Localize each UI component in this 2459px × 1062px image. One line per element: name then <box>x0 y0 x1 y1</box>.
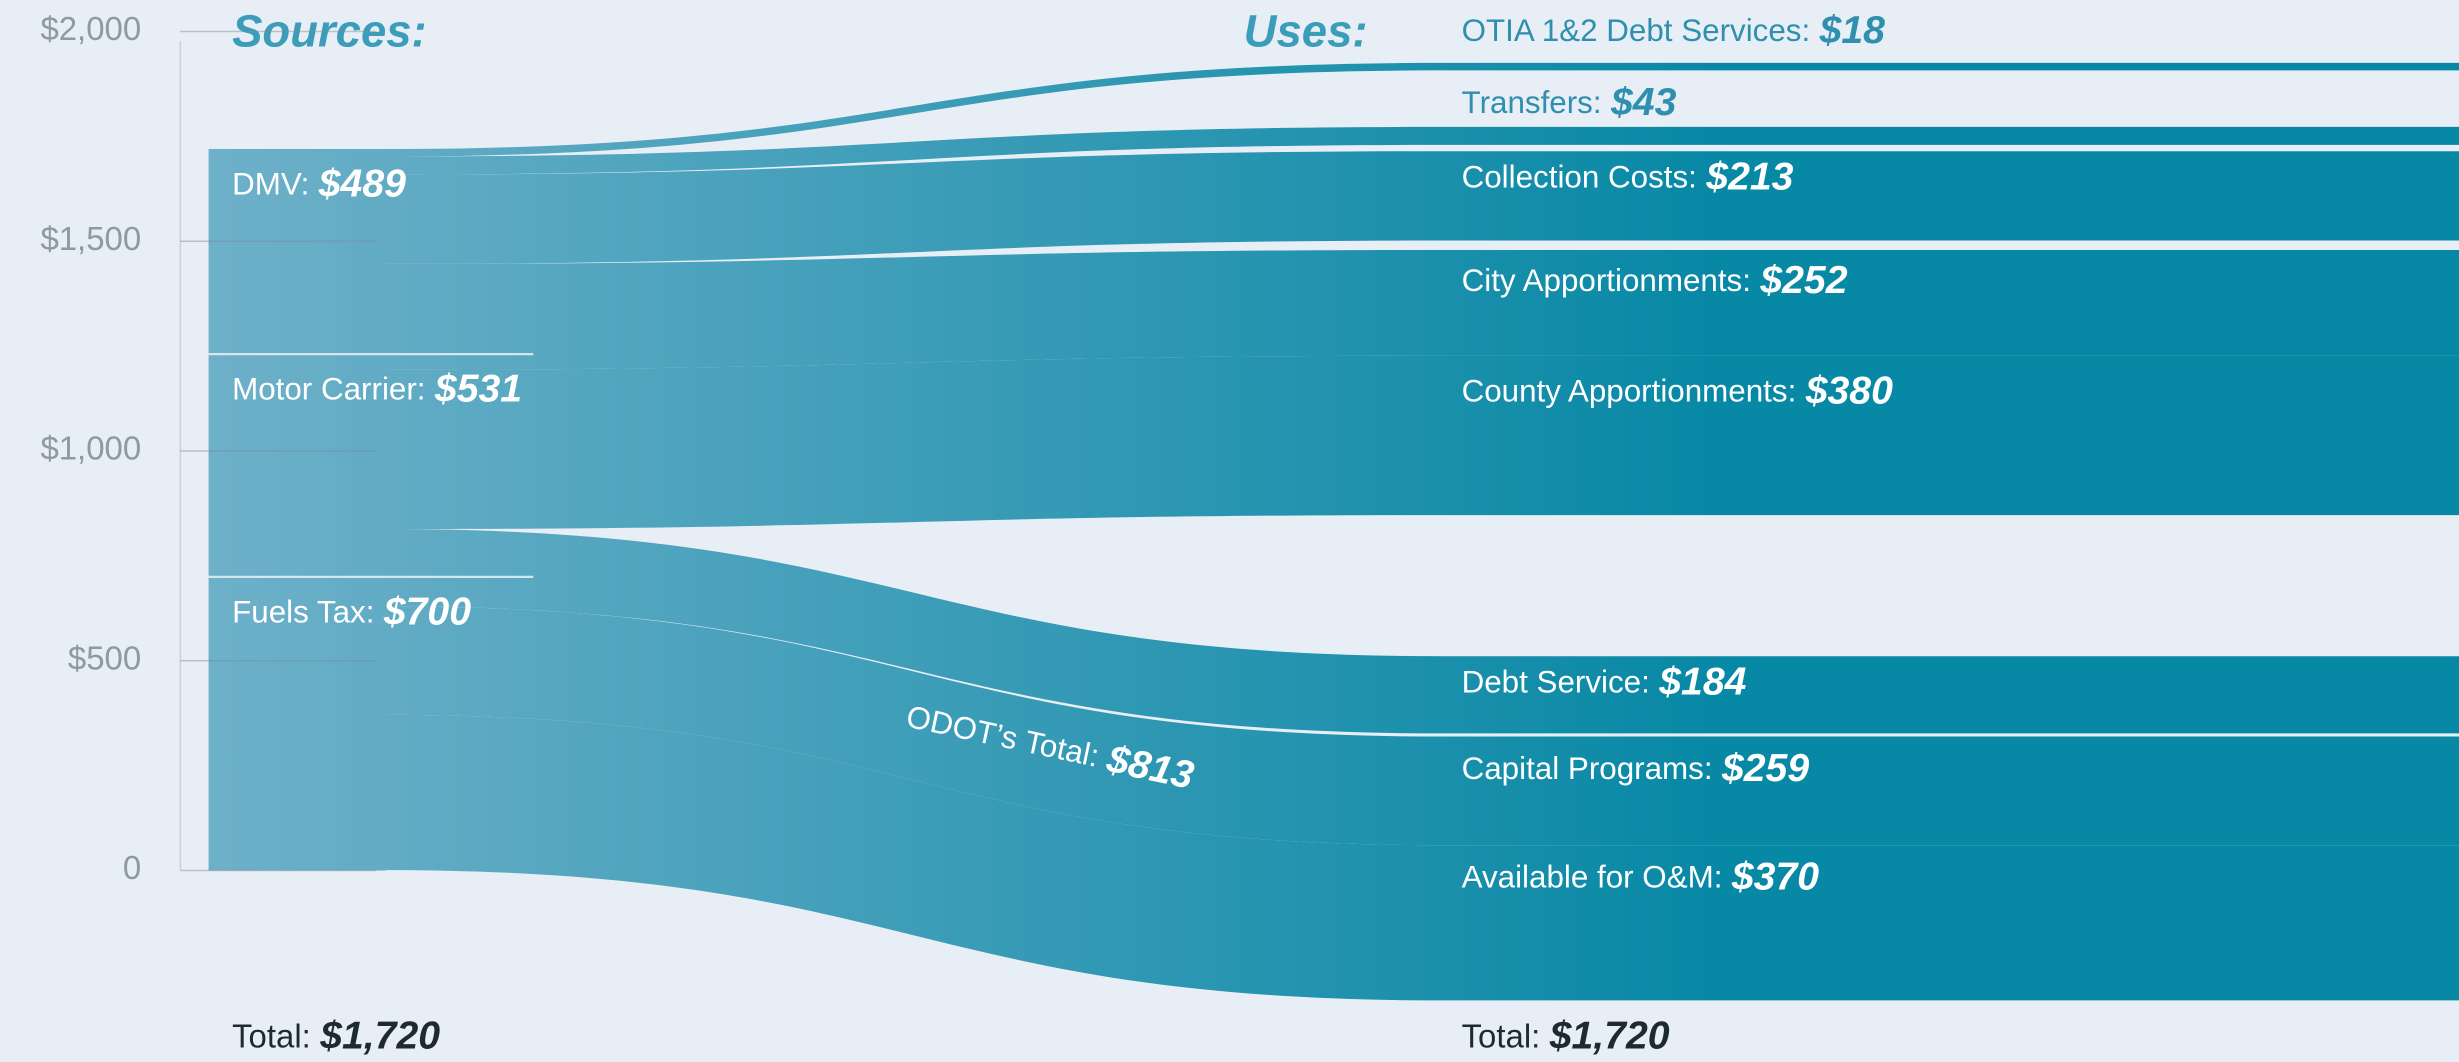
total-label: Total: <box>1462 1017 1541 1054</box>
source-bar <box>208 354 386 577</box>
use-value: $184 <box>1658 661 1746 704</box>
use-ribbon <box>384 151 2459 264</box>
use-label: OTIA 1&2 Debt Services: $18 <box>1462 9 1886 52</box>
use-name: Available for O&M: <box>1462 860 1723 895</box>
source-value: $531 <box>434 368 522 411</box>
use-value: $213 <box>1705 156 1793 199</box>
use-value: $370 <box>1731 856 1819 899</box>
total-value: $1,720 <box>319 1015 440 1058</box>
use-ribbon <box>384 126 2459 175</box>
use-value: $18 <box>1819 9 1886 52</box>
y-tick-label: $2,000 <box>40 10 141 47</box>
use-value: $259 <box>1721 747 1809 790</box>
sources-title: Sources: <box>232 6 427 57</box>
use-ribbon <box>384 529 2459 734</box>
source-label: Fuels Tax: $700 <box>232 591 471 634</box>
y-tick-label: $500 <box>68 639 141 676</box>
uses-title: Uses: <box>1244 6 1368 57</box>
use-name: Capital Programs: <box>1462 751 1713 786</box>
total-label: Total: <box>232 1017 311 1054</box>
use-name: Collection Costs: <box>1462 160 1697 195</box>
source-value: $700 <box>383 591 471 634</box>
source-bar <box>208 576 386 871</box>
use-ribbon <box>384 249 2459 370</box>
source-label: DMV: $489 <box>232 163 406 206</box>
use-name: Debt Service: <box>1462 665 1650 700</box>
use-label: County Apportionments: $380 <box>1462 370 1893 413</box>
y-tick-label: $1,000 <box>40 430 141 467</box>
use-value: $43 <box>1610 81 1677 124</box>
source-value: $489 <box>318 163 406 206</box>
source-name: Fuels Tax: <box>232 595 374 630</box>
use-label: Capital Programs: $259 <box>1462 747 1810 790</box>
y-tick-label: $1,500 <box>40 220 141 257</box>
use-name: City Apportionments: <box>1462 263 1751 298</box>
source-label: Motor Carrier: $531 <box>232 368 522 411</box>
use-value: $252 <box>1759 259 1847 302</box>
total: Total: $1,720 <box>1462 1015 1670 1058</box>
use-name: OTIA 1&2 Debt Services: <box>1462 13 1811 48</box>
source-name: Motor Carrier: <box>232 372 425 407</box>
use-ribbon <box>384 62 2459 157</box>
source-name: DMV: <box>232 167 309 202</box>
total: Total: $1,720 <box>232 1015 440 1058</box>
source-bar <box>208 148 386 355</box>
use-label: Collection Costs: $213 <box>1462 156 1794 199</box>
use-ribbon <box>384 714 2459 1001</box>
use-name: Transfers: <box>1462 85 1602 120</box>
use-label: City Apportionments: $252 <box>1462 259 1848 302</box>
use-ribbon <box>384 355 2459 530</box>
total-value: $1,720 <box>1549 1015 1670 1058</box>
use-label: Transfers: $43 <box>1462 81 1677 124</box>
use-value: $380 <box>1805 370 1893 413</box>
use-ribbon <box>384 606 2459 846</box>
y-tick-label: 0 <box>123 849 141 886</box>
use-label: Debt Service: $184 <box>1462 661 1747 704</box>
use-label: Available for O&M: $370 <box>1462 856 1820 899</box>
use-name: County Apportionments: <box>1462 374 1797 409</box>
